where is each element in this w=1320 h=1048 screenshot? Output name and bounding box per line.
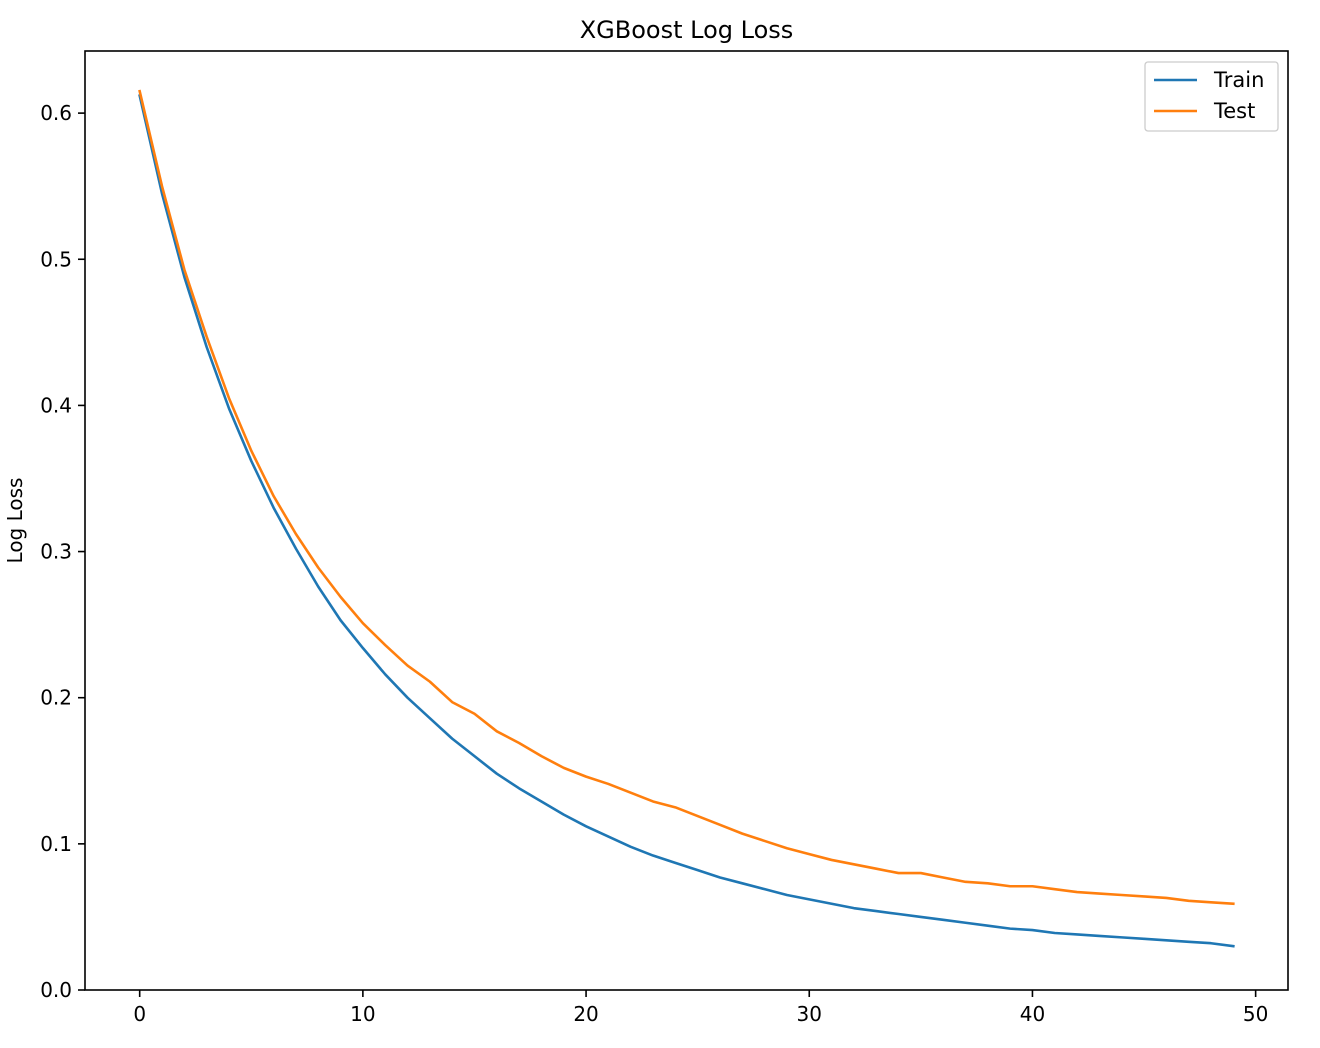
x-tick-label: 40 <box>1020 1002 1045 1026</box>
y-tick-label: 0.0 <box>40 978 72 1002</box>
plot-frame <box>84 50 1289 991</box>
chart-title: XGBoost Log Loss <box>580 16 794 44</box>
y-tick-label: 0.5 <box>40 247 72 271</box>
series-line-test <box>138 89 1235 906</box>
x-tick-label: 0 <box>133 1002 146 1026</box>
legend: Train Test <box>1144 61 1279 132</box>
y-axis-label: Log Loss <box>3 478 27 564</box>
y-tick-label: 0.3 <box>40 540 72 564</box>
x-tick-label: 10 <box>350 1002 375 1026</box>
x-tick-label: 50 <box>1243 1002 1268 1026</box>
y-tick-label: 0.4 <box>40 393 72 417</box>
series-line-train <box>138 94 1235 948</box>
y-tick-label: 0.1 <box>40 832 72 856</box>
plot-background <box>85 51 1288 990</box>
plot-area <box>84 50 1289 991</box>
legend-label-test: Test <box>1213 99 1255 123</box>
series-layer <box>138 89 1235 948</box>
y-tick-label: 0.2 <box>40 686 72 710</box>
legend-label-train: Train <box>1213 68 1264 92</box>
x-tick-label: 30 <box>797 1002 822 1026</box>
y-axis: 0.0 0.1 0.2 0.3 0.4 0.5 0.6 <box>40 101 85 1002</box>
y-tick-label: 0.6 <box>40 101 72 125</box>
x-axis: 0 10 20 30 40 50 <box>133 990 1268 1026</box>
x-tick-label: 20 <box>573 1002 598 1026</box>
